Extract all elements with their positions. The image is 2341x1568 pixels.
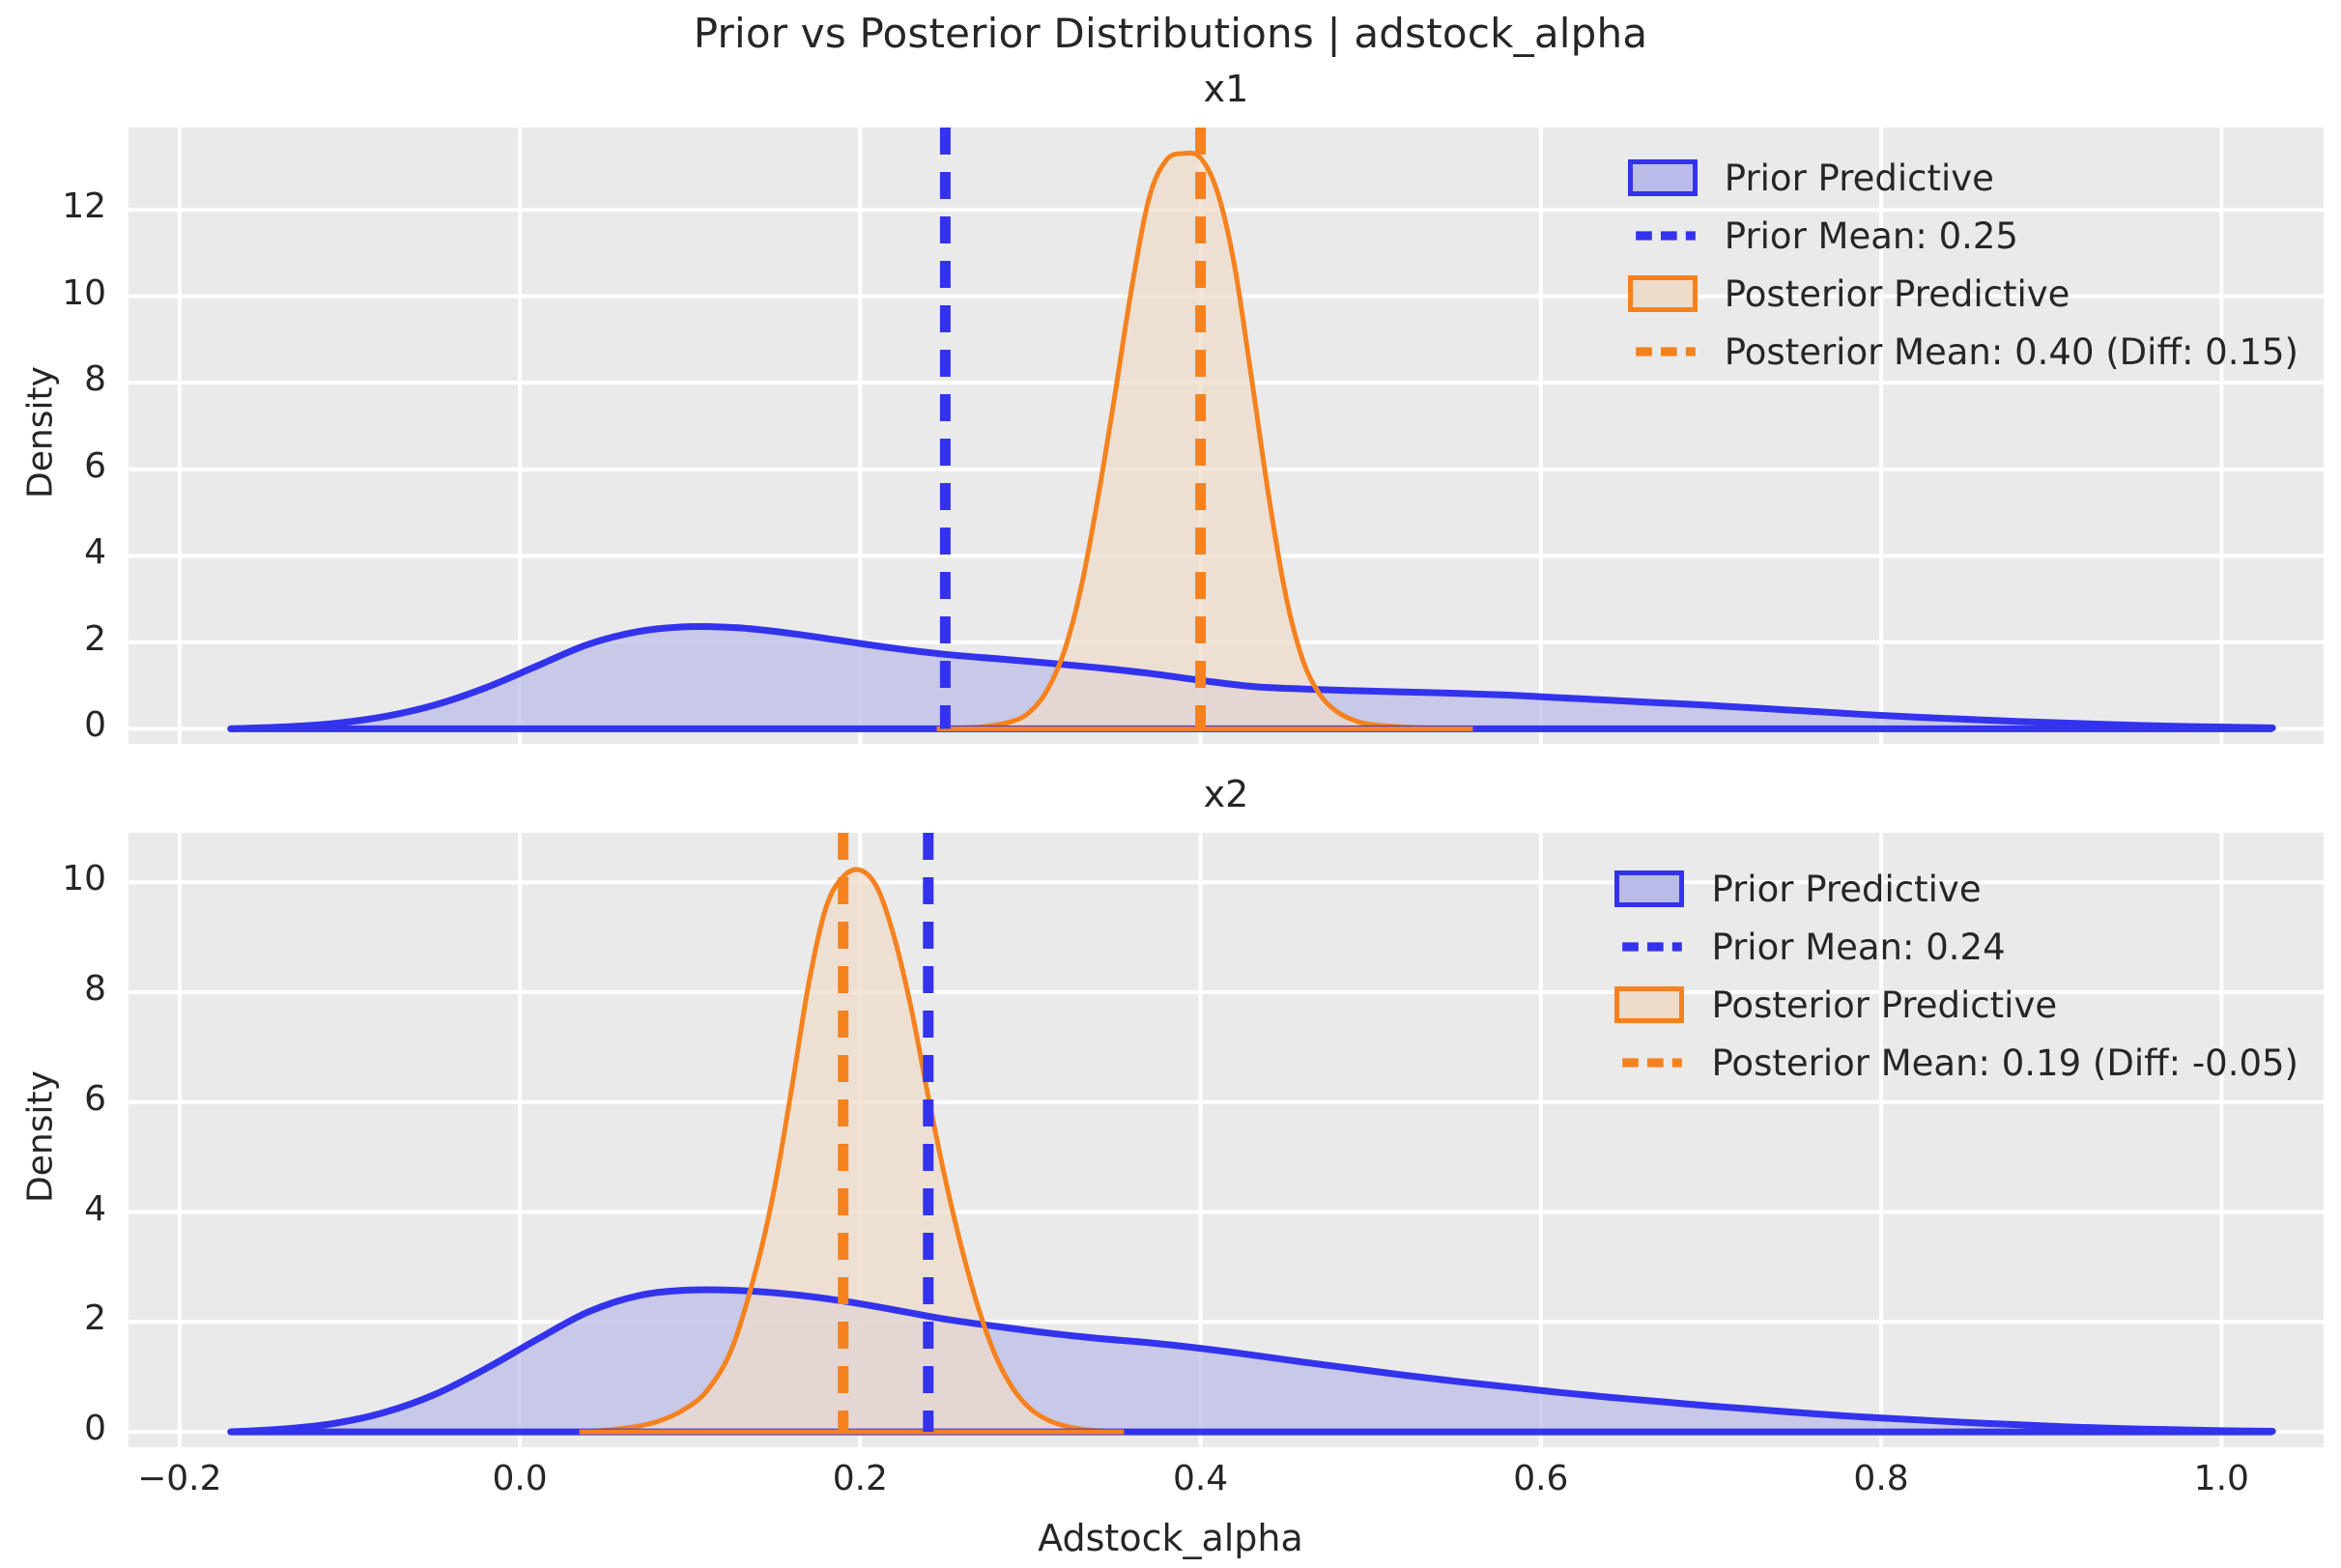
y-tick-label: 12 (62, 186, 106, 227)
x-tick-label: 0.8 (1853, 1459, 1909, 1498)
y-tick-label: 8 (84, 968, 106, 1009)
chart-svg-x1 (128, 128, 2324, 744)
legend-label: Prior Mean: 0.24 (1711, 926, 2006, 968)
legend-x2: Prior Predictive Prior Mean: 0.24 Posterio… (1614, 860, 2298, 1092)
legend-label: Posterior Mean: 0.19 (Diff: -0.05) (1711, 1041, 2298, 1084)
legend-dashed-line-icon (1635, 231, 1696, 241)
legend-label: Prior Mean: 0.25 (1724, 214, 2018, 257)
legend-dashed-line-icon (1635, 347, 1696, 356)
legend-item[interactable]: Prior Predictive (1614, 860, 2298, 918)
y-tick-label: 6 (84, 1078, 106, 1119)
legend-label: Posterior Mean: 0.40 (Diff: 0.15) (1724, 330, 2298, 373)
kde-fill-prior-predictive (230, 1289, 2273, 1433)
y-tick-label: 0 (84, 705, 106, 746)
y-tick-label: 10 (62, 272, 106, 313)
y-tick-label: 2 (84, 618, 106, 659)
subplot-title-x2: x2 (1203, 773, 1249, 815)
x-tick-label: 0.2 (832, 1459, 888, 1498)
kde-line-prior-predictive (227, 622, 2276, 732)
x-tick-label: 0.4 (1172, 1459, 1229, 1498)
legend-label: Posterior Predictive (1724, 272, 2070, 315)
kde-line-posterior-predictive (577, 867, 1127, 1435)
legend-item[interactable]: Prior Mean: 0.24 (1614, 918, 2298, 976)
x-axis-label: Adstock_alpha (1038, 1517, 1303, 1559)
x-tick-label: 0.6 (1513, 1459, 1569, 1498)
y-tick-label: 2 (84, 1298, 106, 1339)
y-tick-label: 10 (62, 859, 106, 899)
x-tick-label: −0.2 (137, 1459, 222, 1498)
figure-title: Prior vs Posterior Distributions | adsto… (693, 10, 1648, 57)
legend-dashed-line-icon (1622, 942, 1683, 952)
legend-label: Prior Predictive (1724, 157, 1994, 199)
legend-item[interactable]: Prior Mean: 0.25 (1628, 207, 2298, 265)
y-tick-label: 8 (84, 359, 106, 400)
y-tick-label: 4 (84, 1188, 106, 1229)
plot-area-x2 (128, 833, 2324, 1447)
legend-swatch-icon (1627, 275, 1698, 312)
y-tick-label: 6 (84, 445, 106, 486)
subplot-title-x1: x1 (1203, 68, 1249, 110)
legend-item[interactable]: Posterior Mean: 0.19 (Diff: -0.05) (1614, 1034, 2298, 1092)
kde-fill-posterior-predictive (579, 870, 1125, 1433)
chart-svg-x2 (128, 833, 2324, 1447)
legend-item[interactable]: Posterior Predictive (1627, 265, 2298, 323)
legend-item[interactable]: Posterior Predictive (1614, 976, 2298, 1034)
legend-swatch-icon (1627, 159, 1698, 196)
legend-x1: Prior Predictive Prior Mean: 0.25 Posterio… (1627, 149, 2298, 381)
legend-label: Posterior Predictive (1711, 984, 2058, 1026)
x-tick-label: 0.0 (492, 1459, 548, 1498)
kde-line-prior-predictive (227, 1286, 2276, 1436)
kde-fill-prior-predictive (230, 626, 2273, 729)
y-axis-label-bottom: Density (20, 1070, 61, 1203)
legend-swatch-icon (1614, 986, 1685, 1023)
y-tick-label: 4 (84, 532, 106, 573)
plot-area-x1 (128, 128, 2324, 744)
kde-line-posterior-predictive (934, 150, 1475, 731)
legend-item[interactable]: Prior Predictive (1627, 149, 2298, 207)
legend-label: Prior Predictive (1711, 868, 1982, 910)
x-tick-label: 1.0 (2193, 1459, 2249, 1498)
y-tick-label: 0 (84, 1409, 106, 1449)
legend-swatch-icon (1614, 870, 1685, 907)
legend-dashed-line-icon (1622, 1058, 1683, 1068)
legend-item[interactable]: Posterior Mean: 0.40 (Diff: 0.15) (1628, 323, 2298, 381)
